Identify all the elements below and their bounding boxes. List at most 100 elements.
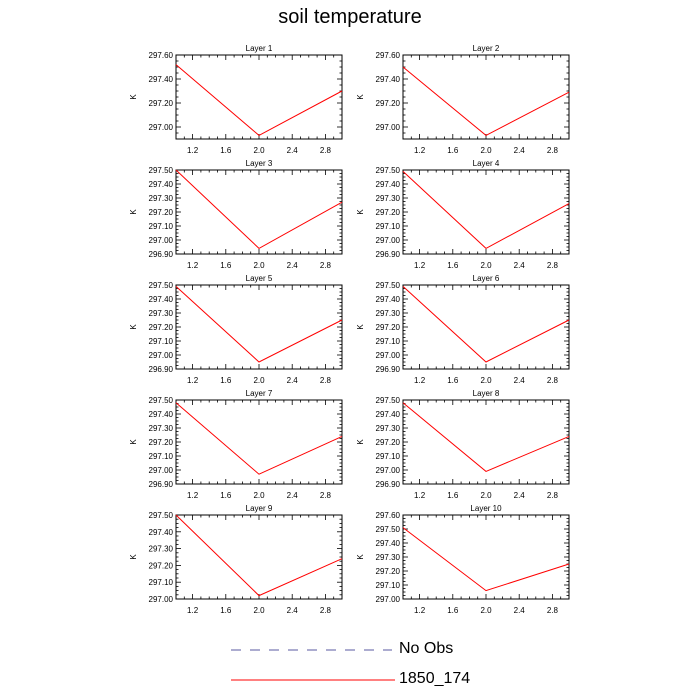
y-tick-label: 297.50 [149,396,174,405]
y-axis-label: K [356,209,365,215]
x-tick-label: 2.4 [287,376,299,385]
panel-frame [402,284,570,370]
panel-layer-3: 1.2 1.6 2.0 2.4 2.8 296.90 297.00 297.10 297.20 2… [129,159,343,270]
x-tick-label: 2.4 [287,146,299,155]
series-line-1850-174 [175,514,343,597]
x-tick-label: 2.8 [320,261,332,270]
series-line-1850-174 [402,171,570,250]
y-tick-label: 297.20 [149,99,174,108]
x-tick-label: 2.0 [253,606,265,615]
y-tick-label: 297.20 [376,99,401,108]
y-tick-label: 297.20 [149,208,174,217]
x-tick-label: 2.0 [480,491,492,500]
y-tick-label: 297.40 [149,295,174,304]
panel-title: Layer 3 [246,159,273,168]
y-tick-label: 297.50 [376,396,401,405]
panel-layer-9: 1.2 1.6 2.0 2.4 2.8 297.00 297.10 297.20 297.30 2… [129,504,343,615]
panel-frame [402,54,570,140]
panel-frame [175,284,343,370]
y-tick-label: 296.90 [376,480,401,489]
legend-label-model: 1850_174 [399,670,471,687]
y-tick-label: 297.10 [376,337,401,346]
x-tick-label: 2.8 [320,146,332,155]
x-tick-label: 2.4 [287,491,299,500]
x-tick-label: 1.6 [447,376,459,385]
y-tick-label: 297.00 [149,466,174,475]
x-tick-label: 2.0 [480,606,492,615]
chart-title: soil temperature [278,6,422,28]
x-tick-label: 1.2 [414,146,426,155]
panel-layer-7: 1.2 1.6 2.0 2.4 2.8 296.90 297.00 297.10 297.20 2… [129,389,343,500]
y-axis-label: K [129,439,138,445]
panel-title: Layer 1 [246,44,273,53]
y-tick-label: 297.00 [376,123,401,132]
y-axis-label: K [129,209,138,215]
y-tick-label: 297.50 [376,525,401,534]
y-axis-label: K [129,94,138,100]
y-axis-label: K [356,94,365,100]
y-tick-label: 297.30 [149,194,174,203]
x-tick-label: 2.4 [514,376,526,385]
x-tick-label: 1.6 [447,491,459,500]
y-tick-label: 297.40 [149,180,174,189]
y-tick-label: 296.90 [376,250,401,259]
panel-title: Layer 4 [473,159,500,168]
y-tick-label: 297.30 [149,545,174,554]
y-tick-label: 297.00 [376,236,401,245]
y-tick-label: 296.90 [149,480,174,489]
y-tick-label: 297.20 [149,323,174,332]
y-tick-label: 297.30 [376,194,401,203]
y-tick-label: 297.50 [149,511,174,520]
y-tick-label: 297.30 [376,553,401,562]
y-tick-label: 297.40 [376,180,401,189]
y-tick-label: 297.30 [376,309,401,318]
y-axis-label: K [356,324,365,330]
y-tick-label: 297.20 [376,567,401,576]
x-tick-label: 1.2 [414,261,426,270]
x-tick-label: 2.8 [547,606,559,615]
panel-title: Layer 9 [246,504,273,513]
x-tick-label: 1.2 [414,376,426,385]
x-tick-label: 1.2 [187,491,199,500]
legend-label-no-obs: No Obs [399,640,454,657]
y-tick-label: 297.20 [376,208,401,217]
y-tick-label: 297.40 [149,75,174,84]
series-line-1850-174 [175,64,343,137]
panel-frame [175,54,343,140]
y-tick-label: 297.10 [376,581,401,590]
panel-title: Layer 8 [473,389,500,398]
x-tick-label: 1.2 [187,261,199,270]
y-axis-label: K [356,439,365,445]
y-tick-label: 297.10 [149,578,174,587]
x-tick-label: 1.2 [414,606,426,615]
x-tick-label: 2.8 [547,491,559,500]
series-line-1850-174 [175,286,343,363]
x-tick-label: 2.8 [547,261,559,270]
y-tick-label: 297.20 [376,323,401,332]
x-tick-label: 2.4 [514,146,526,155]
panel-frame [175,399,343,485]
y-tick-label: 297.50 [149,281,174,290]
y-tick-label: 297.40 [376,539,401,548]
panel-frame [402,169,570,255]
x-tick-label: 2.0 [253,376,265,385]
x-tick-label: 1.2 [187,606,199,615]
panel-layer-1: 1.2 1.6 2.0 2.4 2.8 297.00 297.20 297.40 297.60 K… [129,44,343,155]
x-tick-label: 2.8 [547,376,559,385]
series-line-1850-174 [402,286,570,363]
panel-title: Layer 7 [246,389,273,398]
x-tick-label: 1.6 [220,376,232,385]
x-tick-label: 1.2 [187,376,199,385]
panel-title: Layer 6 [473,274,500,283]
y-axis-label: K [356,554,365,560]
x-tick-label: 1.6 [220,606,232,615]
y-tick-label: 297.00 [376,466,401,475]
x-tick-label: 2.0 [253,491,265,500]
panel-layer-5: 1.2 1.6 2.0 2.4 2.8 296.90 297.00 297.10 297.20 2… [129,274,343,385]
panel-frame [175,169,343,255]
panel-layer-8: 1.2 1.6 2.0 2.4 2.8 296.90 297.00 297.10 297.20 2… [356,389,570,500]
y-tick-label: 297.60 [149,51,174,60]
x-tick-label: 2.8 [320,606,332,615]
y-tick-label: 297.50 [376,166,401,175]
